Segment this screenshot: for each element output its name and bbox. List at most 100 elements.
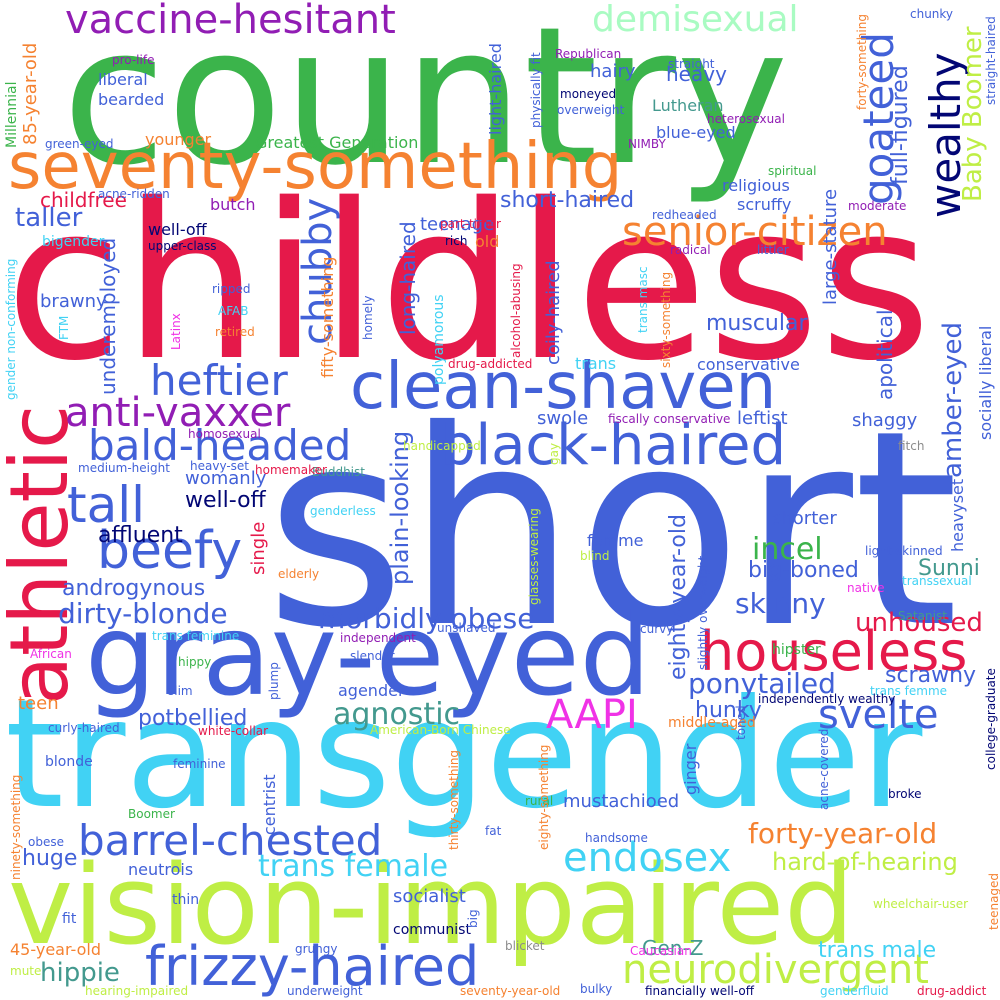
word: elderly (278, 567, 320, 581)
word: Boomer (128, 807, 175, 821)
word: teenage (420, 214, 495, 235)
word: affluent (98, 523, 183, 548)
word: mustachioed (563, 791, 680, 812)
word: heavyset (948, 478, 967, 552)
word: hunky (695, 698, 762, 723)
word: rural (525, 794, 554, 808)
word: blind (580, 549, 610, 563)
word: scruffy (737, 195, 792, 214)
word: seventy-something (8, 130, 623, 204)
word: slim (168, 684, 193, 698)
word: agender (338, 681, 405, 700)
word: taller (15, 203, 83, 233)
word: plain-looking (386, 430, 414, 585)
word: transsexual (902, 574, 972, 588)
word: light-skinned (865, 544, 943, 558)
word: gay (547, 442, 561, 465)
word: heftier (150, 356, 288, 405)
word: moderate (848, 199, 907, 213)
word: 85-year-old (20, 42, 41, 145)
word: upper-class (148, 239, 217, 253)
word: heavy (666, 62, 727, 86)
word: genderfluid (820, 984, 889, 998)
word: genderless (310, 504, 376, 518)
word: rich (445, 234, 468, 248)
word: pro-life (112, 53, 155, 67)
word: drug-addict (917, 984, 987, 998)
word: alcohol-abusing (509, 263, 523, 358)
word: Millennial (4, 81, 20, 148)
word: curly-haired (48, 721, 120, 735)
word: leftist (737, 408, 788, 429)
word: unhoused (855, 608, 983, 638)
word: transgender (5, 668, 923, 842)
word: Gen-Z (642, 936, 704, 960)
word: conservative (697, 355, 800, 374)
word: tall (67, 476, 146, 534)
word: underemployed (96, 237, 120, 395)
word: big (466, 909, 480, 928)
word: redheaded (652, 208, 717, 222)
word: financially well-off (645, 984, 755, 998)
word: African (30, 647, 72, 661)
word: trans femme (870, 684, 948, 698)
word: Latinx (169, 313, 183, 350)
word: childless (5, 157, 932, 408)
word: bigender (42, 234, 105, 250)
word: trans female (258, 849, 449, 884)
word: trans feminine (152, 629, 240, 643)
word: unshaved (437, 621, 496, 635)
word: communist (393, 922, 471, 938)
word: anti-vaxxer (65, 390, 291, 436)
word: medium-height (78, 461, 170, 475)
word: Greatest Generation (255, 133, 419, 152)
word: eighty-year-old (666, 514, 691, 680)
word: socially liberal (976, 325, 995, 440)
word: Lutheran (652, 96, 724, 115)
word: underweight (287, 984, 363, 998)
word: AAPI (546, 692, 638, 738)
word: socialist (393, 886, 466, 907)
word: centrist (260, 774, 279, 835)
word: skinny (735, 587, 826, 620)
word: neutrois (128, 860, 194, 879)
word: swole (537, 408, 589, 429)
word: acne-ridden (98, 187, 170, 201)
word: 45-year-old (10, 940, 101, 959)
word: FTM (57, 315, 71, 340)
word: homosexual (188, 427, 261, 441)
word: country (62, 0, 789, 207)
word: fat (485, 824, 502, 838)
word: butch (210, 195, 256, 214)
word: spiritual (768, 164, 817, 178)
word: black-haired (440, 413, 787, 478)
word: large-stature (820, 188, 841, 305)
word: well-off (148, 220, 207, 239)
word: glasses-wearing (527, 508, 541, 605)
word: demisexual (592, 0, 799, 40)
word: heavy-set (190, 459, 250, 473)
word: broke (888, 787, 922, 801)
word: moneyed (560, 87, 617, 101)
word: obese (28, 835, 64, 849)
word: senior-citizen (622, 209, 888, 255)
word: grungy (295, 942, 338, 956)
word: ponytailed (688, 667, 836, 700)
word: gender non-conforming (4, 258, 18, 400)
word: slender (350, 649, 395, 663)
word: well-off (185, 488, 266, 513)
word: NIMBY (628, 137, 666, 151)
word: endosex (563, 835, 732, 881)
word: brawny (40, 291, 107, 312)
word: short (265, 372, 959, 687)
word: homemaker (255, 463, 327, 477)
word: blicket (505, 939, 545, 953)
word: agnostic (333, 697, 461, 732)
word: fit (62, 911, 77, 927)
word: curvy (640, 622, 674, 636)
word: seventy-year-old (460, 984, 561, 998)
word: white-collar (198, 724, 269, 738)
word: vision-impaired (8, 841, 855, 969)
word: retired (215, 325, 255, 339)
